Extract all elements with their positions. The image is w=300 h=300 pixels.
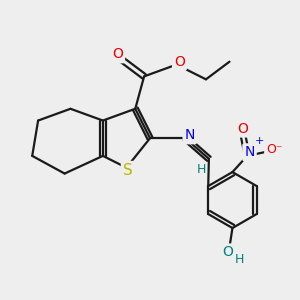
Text: N: N [244, 146, 255, 159]
Text: N: N [184, 128, 195, 142]
Text: H: H [235, 253, 244, 266]
Text: O: O [174, 55, 185, 69]
Text: H: H [197, 163, 206, 176]
Text: O: O [112, 47, 123, 61]
Text: +: + [255, 136, 264, 146]
Text: O: O [223, 245, 233, 260]
Text: O⁻: O⁻ [266, 143, 283, 157]
Text: S: S [123, 163, 133, 178]
Text: O: O [237, 122, 248, 136]
